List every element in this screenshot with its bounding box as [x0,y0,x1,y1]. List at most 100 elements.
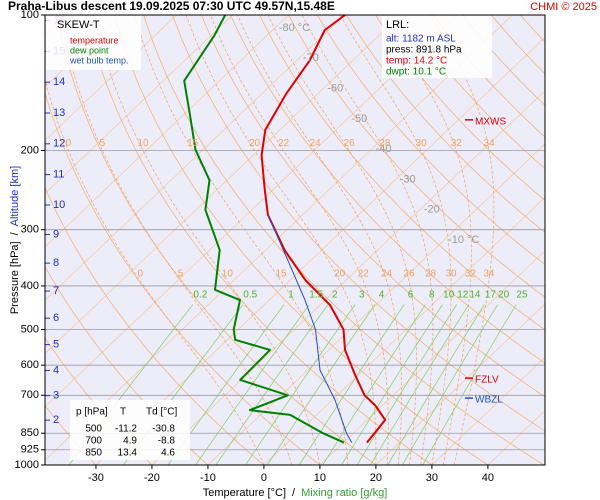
lrl-line: alt: 1182 m ASL [386,34,456,45]
dry-adiabat [375,15,545,201]
altitude-tick-label: 14 [53,76,65,88]
plot-frame [44,14,546,466]
lrl-title: LRL: [386,19,409,31]
profile-line [183,15,345,444]
isotherm [45,15,177,141]
moist-adiabat-label: 30 [445,269,457,280]
mixing-ratio-label: 1.5 [309,290,323,301]
moist-adiabat-label: 22 [358,269,370,280]
isotherm [431,356,545,465]
isotherm [0,15,9,465]
mixing-ratio-label: Mixing ratio [g/kg] [301,487,387,499]
moist-adiabat-label: 24 [310,138,322,149]
mixing-ratio-line [195,304,310,465]
x-tick-label: 0 [261,472,267,484]
isotherm [45,15,401,355]
mixing-ratio-line [341,304,443,465]
mixing-ratio-line [322,304,426,465]
temperature-label: Temperature [°C] [203,487,286,499]
table-cell: 500 [85,424,102,435]
dry-adiabat [346,15,545,233]
isotherm-label: -70 [303,52,319,64]
mixing-ratio-label: 3 [359,290,365,301]
mixing-ratio-label: 25 [516,290,528,301]
mixing-ratio-label: 17 [485,290,497,301]
y-axis-label: Pressure [hPa] / Altitude [km] [9,166,21,314]
mixing-ratio-label: 6 [408,290,414,301]
mixing-ratio-label: 8 [429,290,435,301]
level-label: FZLV [475,375,499,386]
moist-adiabat [59,15,293,465]
plot-background [45,15,545,465]
mixing-ratio-label: 10 [443,290,455,301]
altitude-tick-label: 7 [53,285,59,297]
altitude-tick-label: 9 [53,228,59,240]
isotherm [45,15,289,248]
x-tick-label: -30 [88,472,104,484]
x-tick-label: 40 [482,472,494,484]
altitude-tick-label: 4 [53,364,59,376]
x-tick-label: -10 [200,472,216,484]
moist-adiabat-label: 26 [344,138,356,149]
isotherm-label: -40 [376,143,392,155]
profiles [183,15,387,444]
moist-adiabat-label: 32 [451,138,463,149]
isotherm [151,90,545,465]
lrl-line: temp: 14.2 °C [386,56,447,67]
table-cell: -30.8 [152,424,175,435]
legend-entry: temperature [70,35,119,45]
mixing-ratio-line [422,304,517,465]
moist-adiabat-label: 0 [66,138,72,149]
chart-title: Praha-Libus descent 19.09.2025 07:30 UTC… [8,0,335,13]
mixing-ratio-label: 0.5 [243,290,257,301]
legend-entry: dew point [70,45,109,55]
isotherm-label: -80 °C [279,22,310,34]
mixing-ratio-line [245,304,356,465]
isotherm [45,15,345,301]
moist-adiabat-label: 5 [100,138,106,149]
mixing-ratio-line [370,304,470,465]
isotherm [45,15,457,408]
credit: CHMI © 2025 [530,1,597,13]
isotherm-label: -50 [351,113,367,125]
table-cell: 4.6 [161,448,175,459]
level-label: WBZL [475,395,503,406]
isotherm [207,143,545,465]
moist-adiabat-label: 28 [425,269,437,280]
separator: / [292,487,296,499]
altitude-tick-label: 2 [53,414,59,426]
dry-adiabat [259,15,545,331]
mixing-ratio-label: 0.2 [193,290,207,301]
altitude-tick-label: 6 [53,312,59,324]
moist-adiabat-label: 20 [249,138,261,149]
table-cell: 13.4 [118,448,138,459]
isotherm [319,250,545,465]
x-axis-label: Temperature [°C] / Mixing ratio [g/kg] [203,487,388,499]
mixing-ratio-label: 4 [379,290,385,301]
y-tick-label: 400 [21,280,39,292]
moist-adiabat-label: 30 [416,138,428,149]
mixing-ratio-line [215,304,329,465]
table-cell: -8.8 [158,436,176,447]
table-cell: 700 [85,436,102,447]
isotherm [45,15,233,195]
moist-adiabat-label: 10 [137,138,149,149]
isotherm-label: -20 [424,204,440,216]
separator: / [9,231,21,235]
table-header: T [120,407,126,418]
y-tick-label: 100 [21,9,39,21]
table-box [70,400,190,460]
dry-adiabat [201,15,545,398]
x-tick-label: -20 [144,472,160,484]
y-tick-label: 200 [21,144,39,156]
legend-box [46,16,141,70]
moist-adiabat-label: 34 [484,138,496,149]
mixing-ratio-label: 14 [469,290,481,301]
moist-adiabat-label: 15 [187,138,199,149]
y-tick-label: 500 [21,323,39,335]
isotherm-label: -60 [327,83,343,95]
table-cell: -11.2 [115,424,137,435]
dry-adiabat [288,15,545,298]
pressure-label: Pressure [hPa] [9,241,21,314]
